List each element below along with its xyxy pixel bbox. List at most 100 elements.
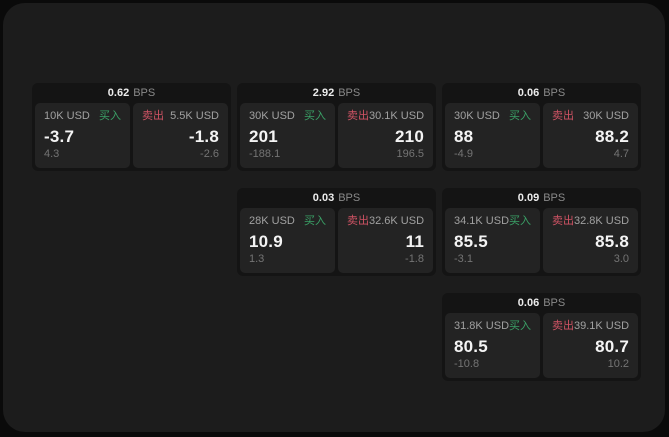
spread-unit-label: BPS [543,297,566,309]
card-header: 0.06 BPS [442,83,641,103]
sell-delta: 4.7 [613,148,629,160]
sell-quote-panel[interactable]: 卖出 30K USD 88.2 4.7 [543,103,638,168]
sell-quote-panel[interactable]: 卖出 32.6K USD 11 -1.8 [338,208,433,273]
sell-delta: -2.6 [200,148,219,160]
card-header: 0.06 BPS [442,293,641,313]
buy-panel-top-row: 10K USD 买入 [44,109,121,123]
buy-quote-panel[interactable]: 10K USD 买入 -3.7 4.3 [35,103,130,168]
card-header: 0.62 BPS [32,83,231,103]
buy-panel-top-row: 34.1K USD 买入 [454,214,531,228]
spread-unit-label: BPS [543,87,566,99]
card-body: 28K USD 买入 10.9 1.3 卖出 32.6K USD 11 -1.8 [237,208,436,276]
sell-badge: 卖出 [347,215,369,227]
sell-panel-top-row: 卖出 32.8K USD [552,214,629,228]
sell-price: 210 [395,127,424,146]
buy-size-label: 31.8K USD [454,320,510,332]
buy-size-label: 34.1K USD [454,215,510,227]
sell-badge: 卖出 [142,110,164,122]
spread-value: 0.09 [517,192,540,204]
sell-panel-top-row: 卖出 39.1K USD [552,319,629,333]
sell-badge: 卖出 [552,215,574,227]
buy-panel-top-row: 30K USD 买入 [249,109,326,123]
buy-quote-panel[interactable]: 34.1K USD 买入 85.5 -3.1 [445,208,540,273]
spread-value: 0.62 [107,87,130,99]
sell-panel-top-row: 卖出 32.6K USD [347,214,424,228]
card-body: 34.1K USD 买入 85.5 -3.1 卖出 32.8K USD 85.8… [442,208,641,276]
buy-badge: 买入 [99,110,121,122]
sell-size-label: 30K USD [583,110,629,122]
buy-price: 85.5 [454,232,488,251]
buy-badge: 买入 [304,110,326,122]
buy-quote-panel[interactable]: 28K USD 买入 10.9 1.3 [240,208,335,273]
sell-price: 80.7 [595,337,629,356]
card-body: 31.8K USD 买入 80.5 -10.8 卖出 39.1K USD 80.… [442,313,641,381]
quote-card: 0.06 BPS 31.8K USD 买入 80.5 -10.8 卖出 39.1… [442,293,641,381]
buy-delta: -10.8 [454,358,480,370]
sell-price: 88.2 [595,127,629,146]
buy-size-label: 30K USD [249,110,295,122]
spread-unit-label: BPS [338,87,361,99]
buy-delta: 4.3 [44,148,60,160]
buy-badge: 买入 [509,215,532,227]
sell-price: 11 [405,232,424,251]
app-window: 0.62 BPS 10K USD 买入 -3.7 4.3 卖出 5.5K USD… [3,3,665,432]
spread-value: 0.06 [517,297,540,309]
card-header: 2.92 BPS [237,83,436,103]
spread-value: 0.06 [517,87,540,99]
spread-value: 2.92 [312,87,335,99]
buy-panel-top-row: 30K USD 买入 [454,109,531,123]
sell-panel-top-row: 卖出 5.5K USD [142,109,219,123]
buy-size-label: 10K USD [44,110,90,122]
quote-card: 0.06 BPS 30K USD 买入 88 -4.9 卖出 30K USD 8… [442,83,641,171]
buy-quote-panel[interactable]: 30K USD 买入 88 -4.9 [445,103,540,168]
sell-delta: -1.8 [405,253,424,265]
buy-badge: 买入 [304,215,326,227]
buy-price: 80.5 [454,337,488,356]
quote-card: 0.09 BPS 34.1K USD 买入 85.5 -3.1 卖出 32.8K… [442,188,641,276]
buy-delta: -3.1 [454,253,473,265]
sell-delta: 3.0 [613,253,629,265]
spread-unit-label: BPS [133,87,156,99]
buy-delta: -188.1 [249,148,281,160]
quote-card: 0.03 BPS 28K USD 买入 10.9 1.3 卖出 32.6K US… [237,188,436,276]
spread-unit-label: BPS [338,192,361,204]
quote-card-grid: 0.62 BPS 10K USD 买入 -3.7 4.3 卖出 5.5K USD… [32,83,641,381]
sell-badge: 卖出 [552,320,574,332]
buy-badge: 买入 [509,320,532,332]
sell-quote-panel[interactable]: 卖出 30.1K USD 210 196.5 [338,103,433,168]
sell-panel-top-row: 卖出 30.1K USD [347,109,424,123]
buy-size-label: 30K USD [454,110,500,122]
card-body: 10K USD 买入 -3.7 4.3 卖出 5.5K USD -1.8 -2.… [32,103,231,171]
card-header: 0.03 BPS [237,188,436,208]
sell-panel-top-row: 卖出 30K USD [552,109,629,123]
buy-panel-top-row: 28K USD 买入 [249,214,326,228]
sell-price: 85.8 [595,232,629,251]
buy-price: 10.9 [249,232,283,251]
buy-quote-panel[interactable]: 30K USD 买入 201 -188.1 [240,103,335,168]
sell-size-label: 5.5K USD [170,110,219,122]
buy-panel-top-row: 31.8K USD 买入 [454,319,531,333]
sell-size-label: 32.6K USD [369,215,425,227]
spread-value: 0.03 [312,192,335,204]
sell-delta: 10.2 [607,358,629,370]
card-header: 0.09 BPS [442,188,641,208]
card-body: 30K USD 买入 201 -188.1 卖出 30.1K USD 210 1… [237,103,436,171]
buy-price: 201 [249,127,278,146]
buy-price: 88 [454,127,474,146]
sell-size-label: 30.1K USD [369,110,425,122]
sell-quote-panel[interactable]: 卖出 39.1K USD 80.7 10.2 [543,313,638,378]
card-body: 30K USD 买入 88 -4.9 卖出 30K USD 88.2 4.7 [442,103,641,171]
sell-price: -1.8 [188,127,219,146]
buy-quote-panel[interactable]: 31.8K USD 买入 80.5 -10.8 [445,313,540,378]
buy-badge: 买入 [509,110,531,122]
sell-quote-panel[interactable]: 卖出 5.5K USD -1.8 -2.6 [133,103,228,168]
buy-delta: 1.3 [249,253,265,265]
quote-card: 2.92 BPS 30K USD 买入 201 -188.1 卖出 30.1K … [237,83,436,171]
buy-delta: -4.9 [454,148,473,160]
sell-size-label: 32.8K USD [574,215,630,227]
sell-quote-panel[interactable]: 卖出 32.8K USD 85.8 3.0 [543,208,638,273]
sell-badge: 卖出 [552,110,574,122]
spread-unit-label: BPS [543,192,566,204]
sell-delta: 196.5 [396,148,424,160]
